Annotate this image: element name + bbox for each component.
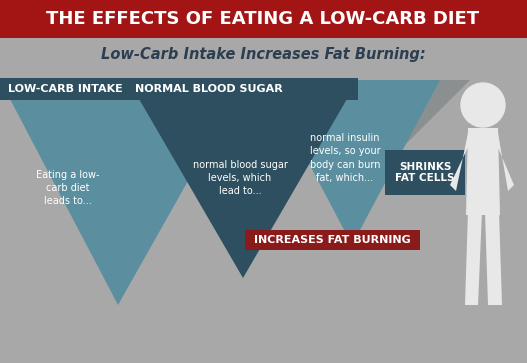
Text: normal insulin
levels, so your
body can burn
fat, which...: normal insulin levels, so your body can …: [310, 133, 380, 183]
FancyBboxPatch shape: [0, 0, 527, 38]
Circle shape: [461, 83, 505, 127]
Text: normal blood sugar
levels, which
lead to...: normal blood sugar levels, which lead to…: [192, 160, 287, 196]
Polygon shape: [295, 80, 470, 168]
Polygon shape: [465, 211, 482, 305]
Text: Low-Carb Intake Increases Fat Burning:: Low-Carb Intake Increases Fat Burning:: [101, 48, 425, 62]
FancyBboxPatch shape: [0, 78, 200, 100]
FancyBboxPatch shape: [245, 230, 420, 250]
Polygon shape: [0, 80, 245, 305]
Polygon shape: [466, 128, 500, 215]
Text: SHRINKS
FAT CELLS: SHRINKS FAT CELLS: [395, 162, 455, 183]
Text: INCREASES FAT BURNING: INCREASES FAT BURNING: [253, 235, 411, 245]
FancyBboxPatch shape: [128, 78, 358, 100]
Polygon shape: [128, 80, 358, 278]
Polygon shape: [265, 80, 440, 245]
Polygon shape: [450, 133, 470, 191]
Text: NORMAL BLOOD SUGAR: NORMAL BLOOD SUGAR: [135, 84, 283, 94]
Text: LOW-CARB INTAKE: LOW-CARB INTAKE: [8, 84, 123, 94]
Text: Eating a low-
carb diet
leads to...: Eating a low- carb diet leads to...: [36, 170, 100, 206]
Polygon shape: [485, 211, 502, 305]
Polygon shape: [496, 133, 514, 191]
Text: THE EFFECTS OF EATING A LOW-CARB DIET: THE EFFECTS OF EATING A LOW-CARB DIET: [46, 10, 480, 28]
FancyBboxPatch shape: [385, 150, 465, 195]
